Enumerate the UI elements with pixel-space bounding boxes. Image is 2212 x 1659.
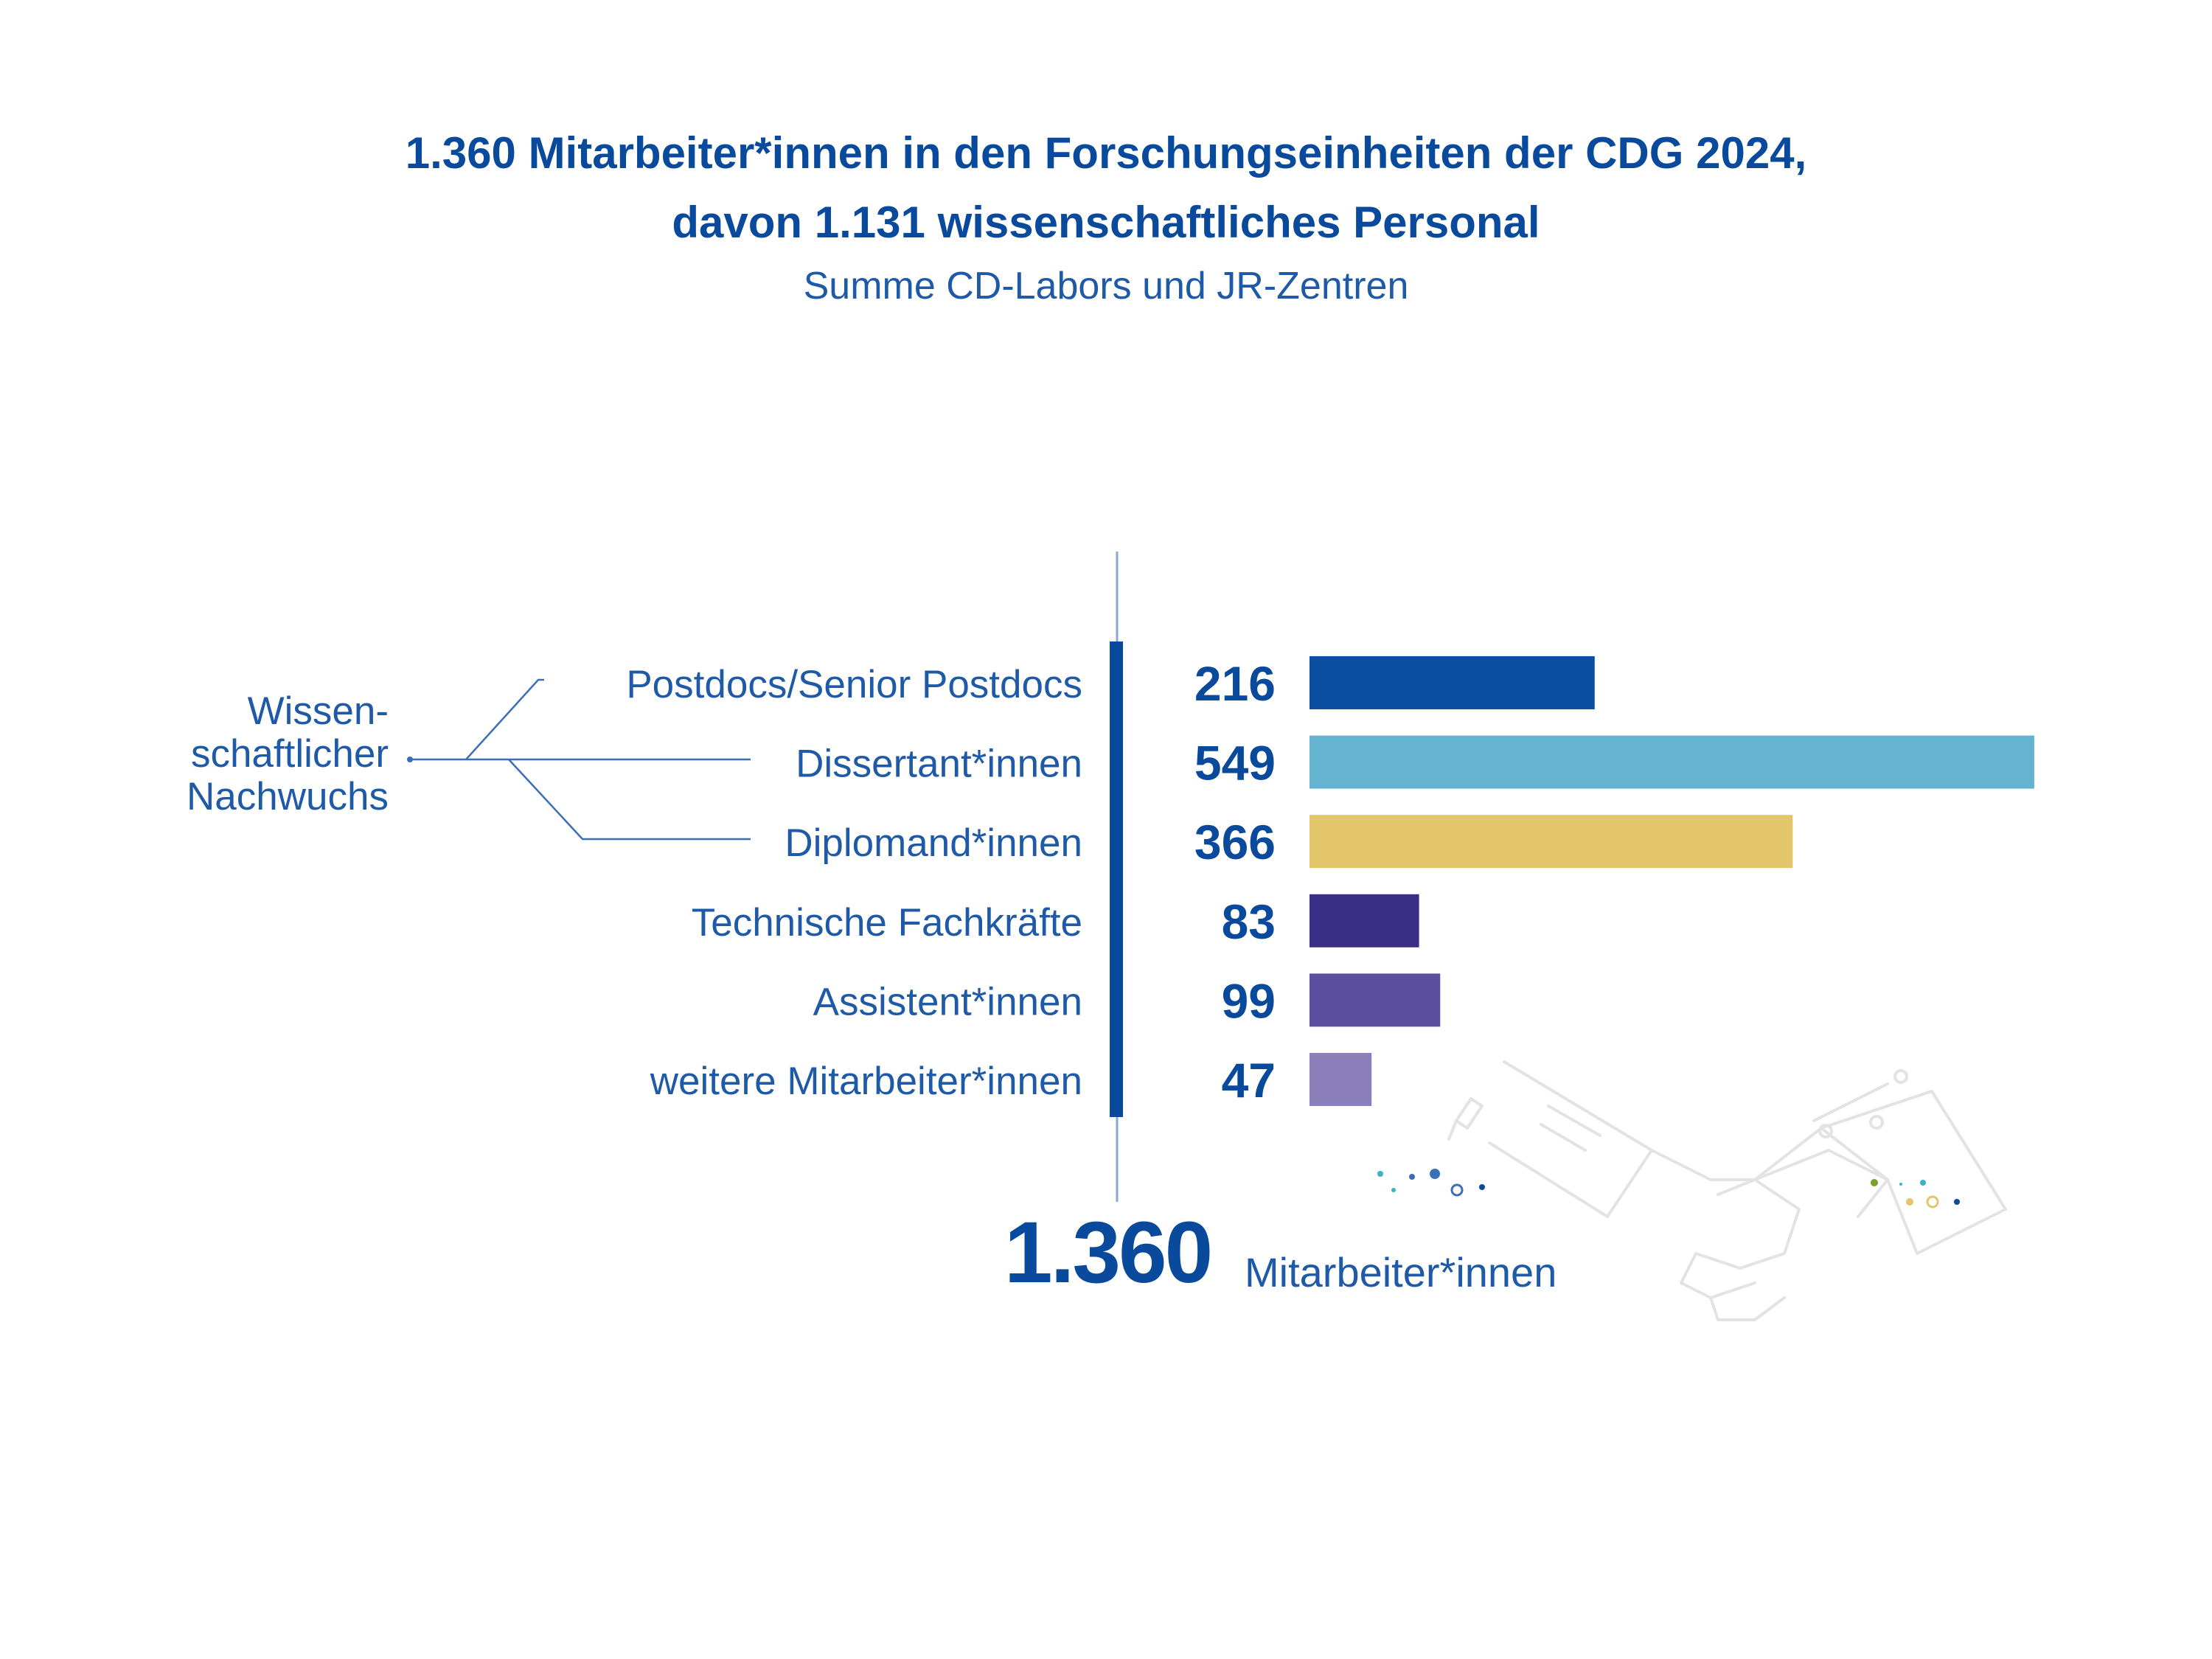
group-label-line: Wissen- (248, 689, 389, 733)
bracket-line-top (465, 678, 544, 760)
value-label: 47 (1222, 1053, 1276, 1107)
confetti-dot (1871, 1179, 1878, 1186)
value-label: 216 (1194, 656, 1276, 711)
category-label: Postdocs/Senior Postdocs (626, 663, 1082, 706)
bar (1310, 894, 1419, 947)
bar (1310, 815, 1793, 869)
value-label: 83 (1222, 894, 1276, 949)
total-value: 1.360 (1004, 1204, 1213, 1301)
confetti-dot (1906, 1198, 1913, 1206)
value-label: 549 (1194, 736, 1276, 790)
category-label: Dissertant*innen (796, 742, 1082, 786)
confetti-dot (1391, 1188, 1396, 1192)
axis-bar (1110, 641, 1123, 1117)
confetti-dot (1899, 1183, 1902, 1186)
confetti-dot (1409, 1174, 1415, 1180)
handshake-illustration-icon (1447, 1060, 2007, 1321)
category-label: weitere Mitarbeiter*innen (650, 1060, 1082, 1103)
value-label: 366 (1194, 815, 1276, 869)
bar (1310, 735, 2034, 789)
group-label-line: schaftlicher (191, 732, 389, 776)
chart-title-line1: 1.360 Mitarbeiter*innen in den Forschung… (405, 128, 1807, 178)
category-label: Diplomand*innen (785, 821, 1082, 865)
confetti-dot (1954, 1199, 1960, 1205)
confetti-dot (1430, 1169, 1440, 1179)
bar (1310, 1053, 1372, 1106)
value-label: 99 (1222, 973, 1276, 1028)
group-label-line: Nachwuchs (187, 775, 389, 818)
confetti-dot (1450, 1183, 1464, 1197)
category-label: Assistent*innen (813, 980, 1082, 1023)
total-label: Mitarbeiter*innen (1245, 1249, 1557, 1295)
confetti-dot (1377, 1171, 1383, 1177)
chart-title-line2: davon 1.131 wissenschaftliches Personal (672, 198, 1540, 247)
confetti-dot (1920, 1180, 1926, 1186)
bracket-line-bottom (508, 759, 751, 841)
bar (1310, 973, 1441, 1027)
confetti-dot (1479, 1184, 1485, 1190)
confetti-dot (1926, 1195, 1939, 1208)
category-label: Technische Fachkräfte (692, 901, 1082, 945)
chart-subtitle: Summe CD-Labors und JR-Zentren (803, 265, 1409, 307)
bar (1310, 656, 1595, 709)
